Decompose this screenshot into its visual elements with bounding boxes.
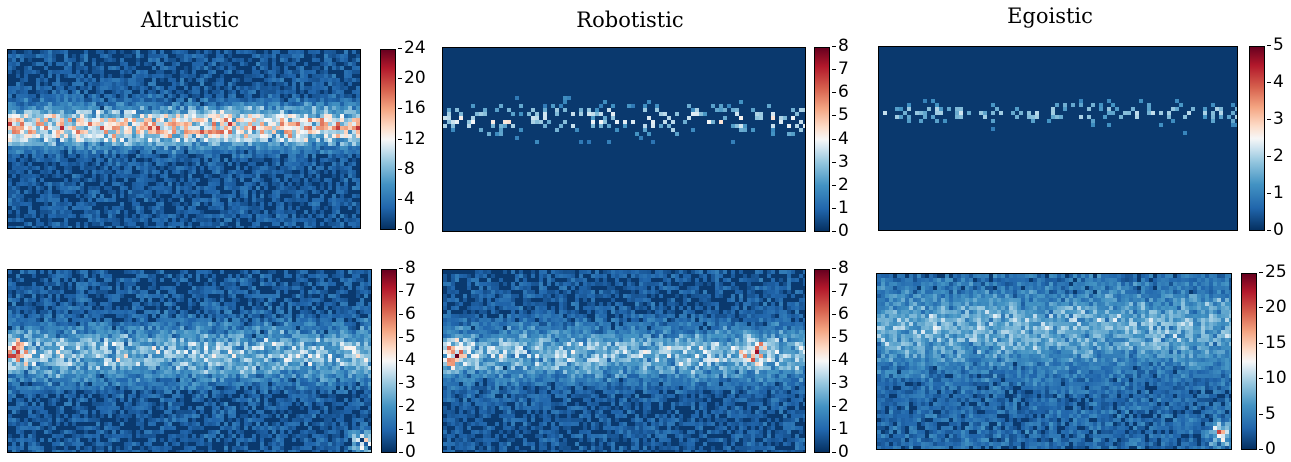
colorbar-tick-label: 0	[398, 219, 415, 239]
heatmap-panel-top-robotistic	[442, 47, 806, 232]
colorbar-tick-label: 0	[832, 442, 849, 462]
heatmap-panel-bottom-altruistic	[7, 269, 372, 453]
heatmap-panel-top-altruistic	[7, 49, 361, 229]
heatmap-background	[443, 48, 805, 231]
colorbar-tick-label: 2	[399, 396, 416, 416]
colorbar-tick-label: 4	[1267, 72, 1284, 92]
colorbar-tick-label: 5	[1259, 403, 1276, 424]
colorbar-tick-label: 8	[832, 258, 849, 278]
colorbar-tick-label: 0	[399, 442, 416, 462]
colorbar-tick-label: 0	[832, 221, 849, 241]
heatmap-background	[879, 47, 1237, 230]
heatmap-texture	[8, 270, 371, 452]
title-egoistic: Egoistic	[1007, 4, 1093, 28]
colorbar-tick-label: 3	[1267, 109, 1284, 129]
colorbar-tick-label: 8	[832, 36, 849, 56]
colorbar-tick-label: 10	[1259, 368, 1287, 389]
title-altruistic: Altruistic	[140, 8, 240, 32]
colorbar-tick-label: 5	[832, 105, 849, 126]
colorbar-tick-label: 4	[832, 350, 849, 370]
colorbar-tick-label: 24	[398, 38, 426, 58]
colorbar-tick-label: 2	[832, 174, 849, 195]
colorbar-tick-label: 20	[398, 68, 426, 89]
heatmap-texture	[879, 47, 1237, 230]
colorbar-tick-label: 6	[832, 82, 849, 103]
colorbar-tick-label: 6	[399, 304, 416, 324]
heatmap-panel-top-egoistic	[878, 46, 1238, 231]
colorbar-tick-label: 0	[1259, 439, 1276, 459]
colorbar-tick-label: 7	[832, 281, 849, 301]
heatmap-texture	[443, 270, 805, 452]
colorbar-tick-label: 1	[1267, 183, 1284, 203]
colorbar-tick-label: 8	[398, 158, 415, 179]
colorbar-tick-label: 4	[398, 188, 415, 209]
colorbar-tick-label: 12	[398, 128, 426, 149]
colorbar-tick-label: 2	[1267, 146, 1284, 166]
colorbar-tick-label: 1	[399, 419, 416, 439]
colorbar-bottom-robotistic	[814, 269, 830, 453]
heatmap-texture	[443, 48, 805, 231]
colorbar-bottom-altruistic	[381, 269, 397, 453]
colorbar-tick-label: 15	[1259, 332, 1287, 353]
colorbar-tick-label: 25	[1259, 262, 1287, 282]
colorbar-tick-label: 3	[832, 373, 849, 393]
colorbar-top-egoistic	[1249, 46, 1265, 231]
colorbar-tick-label: 0	[1267, 220, 1284, 240]
colorbar-tick-label: 5	[1267, 35, 1284, 55]
colorbar-tick-label: 3	[399, 373, 416, 393]
heatmap-texture	[8, 50, 360, 228]
colorbar-tick-label: 5	[832, 327, 849, 347]
title-robotistic: Robotistic	[576, 8, 684, 32]
colorbar-top-robotistic	[814, 47, 830, 232]
colorbar-tick-label: 6	[832, 304, 849, 324]
colorbar-bottom-egoistic	[1241, 273, 1257, 450]
colorbar-tick-label: 7	[832, 59, 849, 80]
colorbar-tick-label: 1	[832, 197, 849, 218]
heatmap-panel-bottom-robotistic	[442, 269, 806, 453]
heatmap-texture	[877, 274, 1231, 449]
colorbar-tick-label: 7	[399, 281, 416, 301]
colorbar-top-altruistic	[380, 49, 396, 230]
colorbar-tick-label: 1	[832, 419, 849, 439]
colorbar-tick-label: 4	[399, 350, 416, 370]
colorbar-tick-label: 16	[398, 98, 426, 119]
colorbar-tick-label: 4	[832, 128, 849, 149]
heatmap-panel-bottom-egoistic	[876, 273, 1232, 450]
colorbar-tick-label: 3	[832, 151, 849, 172]
colorbar-tick-label: 5	[399, 327, 416, 347]
colorbar-tick-label: 20	[1259, 297, 1287, 318]
colorbar-tick-label: 8	[399, 258, 416, 278]
colorbar-tick-label: 2	[832, 396, 849, 416]
